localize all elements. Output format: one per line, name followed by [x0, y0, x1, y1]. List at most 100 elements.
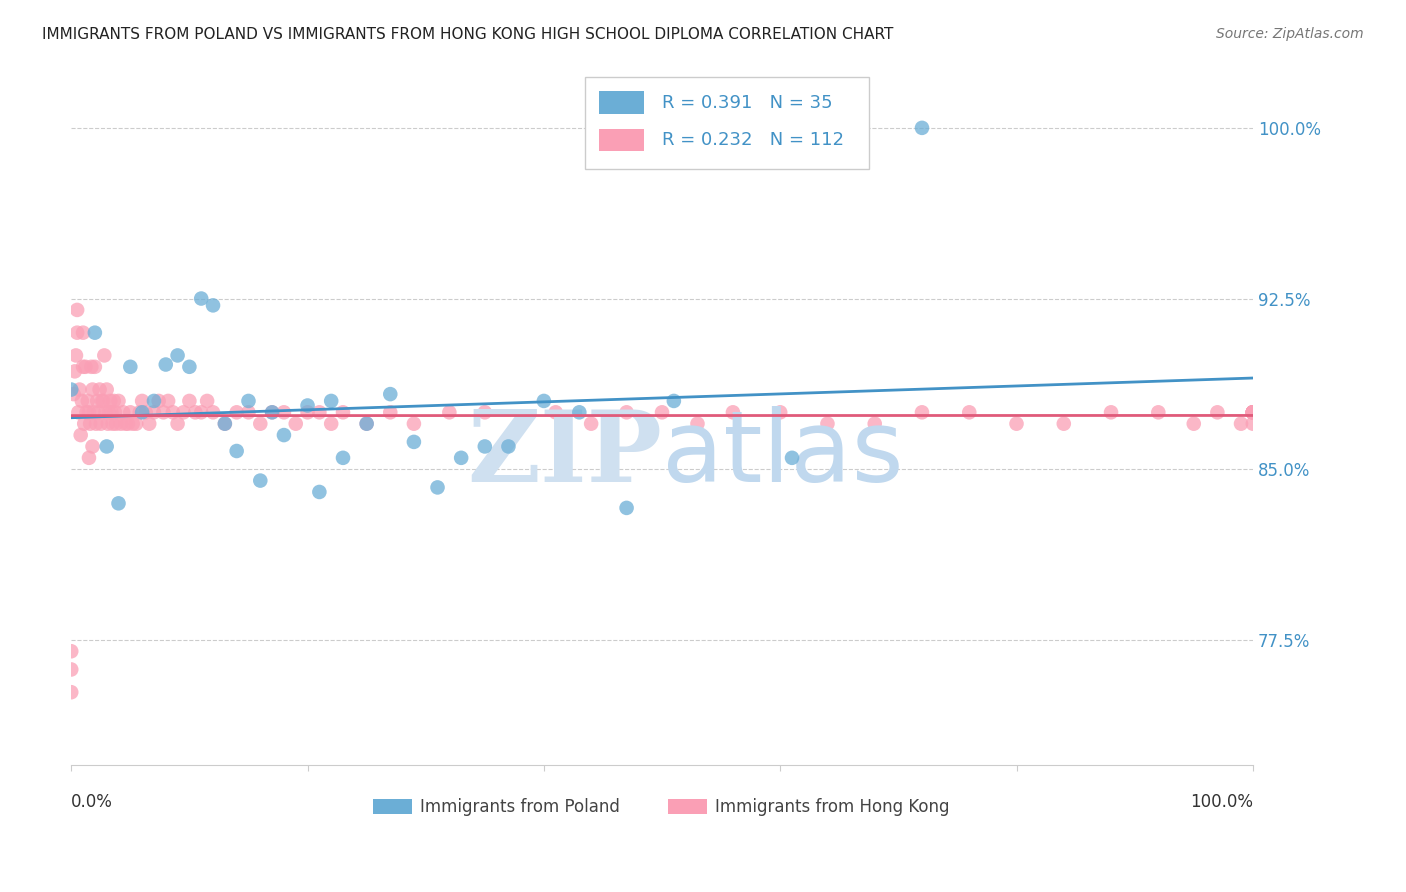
- Text: R = 0.391   N = 35: R = 0.391 N = 35: [662, 94, 832, 112]
- Point: [249, 417, 271, 431]
- Point: [77, 450, 100, 465]
- Point: [1241, 405, 1264, 419]
- Point: [238, 393, 260, 408]
- Point: [273, 405, 295, 419]
- Point: [780, 450, 803, 465]
- Point: [138, 417, 160, 431]
- Point: [402, 417, 425, 431]
- Point: [82, 440, 104, 454]
- Point: [297, 399, 319, 413]
- Text: ZIP: ZIP: [467, 406, 662, 503]
- Point: [69, 428, 91, 442]
- Point: [173, 405, 195, 419]
- Point: [66, 302, 89, 317]
- Point: [911, 405, 934, 419]
- Point: [96, 440, 118, 454]
- Point: [662, 393, 685, 408]
- Text: Immigrants from Hong Kong: Immigrants from Hong Kong: [716, 797, 949, 815]
- Point: [957, 405, 980, 419]
- Point: [72, 326, 94, 340]
- Point: [152, 405, 174, 419]
- Point: [69, 383, 91, 397]
- Point: [184, 405, 207, 419]
- Point: [225, 405, 247, 419]
- Point: [380, 387, 402, 401]
- Point: [533, 393, 555, 408]
- Point: [77, 405, 100, 419]
- Point: [66, 326, 89, 340]
- Point: [356, 417, 378, 431]
- Point: [98, 393, 121, 408]
- Point: [179, 393, 201, 408]
- Point: [238, 405, 260, 419]
- Point: [96, 383, 118, 397]
- Text: 0.0%: 0.0%: [72, 793, 112, 811]
- Point: [863, 417, 886, 431]
- Point: [249, 474, 271, 488]
- Point: [84, 417, 107, 431]
- Point: [426, 480, 449, 494]
- Point: [402, 434, 425, 449]
- Point: [142, 393, 165, 408]
- Point: [356, 417, 378, 431]
- Point: [544, 405, 567, 419]
- Point: [911, 120, 934, 135]
- Point: [332, 405, 354, 419]
- Text: 100.0%: 100.0%: [1189, 793, 1253, 811]
- Point: [148, 393, 170, 408]
- Point: [769, 405, 792, 419]
- Text: R = 0.232   N = 112: R = 0.232 N = 112: [662, 131, 844, 149]
- Point: [1241, 405, 1264, 419]
- FancyBboxPatch shape: [585, 78, 869, 169]
- Point: [1005, 417, 1028, 431]
- Point: [94, 405, 117, 419]
- Point: [114, 417, 136, 431]
- Point: [76, 393, 98, 408]
- Point: [321, 417, 343, 431]
- Point: [166, 417, 188, 431]
- Point: [76, 405, 98, 419]
- Point: [568, 405, 591, 419]
- Text: IMMIGRANTS FROM POLAND VS IMMIGRANTS FROM HONG KONG HIGH SCHOOL DIPLOMA CORRELAT: IMMIGRANTS FROM POLAND VS IMMIGRANTS FRO…: [42, 27, 894, 42]
- Point: [262, 405, 284, 419]
- Point: [651, 405, 673, 419]
- Point: [93, 348, 115, 362]
- Point: [162, 405, 184, 419]
- Point: [82, 383, 104, 397]
- Point: [616, 500, 638, 515]
- Point: [1241, 405, 1264, 419]
- Point: [120, 405, 142, 419]
- Point: [498, 440, 520, 454]
- Point: [83, 405, 105, 419]
- Point: [107, 496, 129, 510]
- Point: [273, 428, 295, 442]
- Text: Source: ZipAtlas.com: Source: ZipAtlas.com: [1216, 27, 1364, 41]
- Point: [91, 393, 114, 408]
- Point: [225, 444, 247, 458]
- Point: [79, 417, 101, 431]
- Point: [110, 417, 132, 431]
- Point: [190, 405, 212, 419]
- Bar: [373, 799, 412, 814]
- Point: [616, 405, 638, 419]
- Point: [1053, 417, 1076, 431]
- Point: [121, 417, 143, 431]
- Point: [1241, 417, 1264, 431]
- Point: [107, 393, 129, 408]
- Point: [101, 417, 124, 431]
- Point: [125, 417, 148, 431]
- Point: [308, 405, 330, 419]
- Point: [157, 393, 180, 408]
- Point: [579, 417, 602, 431]
- Point: [190, 292, 212, 306]
- Point: [321, 393, 343, 408]
- Point: [63, 364, 86, 378]
- Point: [166, 348, 188, 362]
- Point: [474, 405, 496, 419]
- Point: [131, 405, 153, 419]
- Point: [100, 405, 122, 419]
- Point: [214, 417, 236, 431]
- Point: [474, 440, 496, 454]
- Point: [103, 393, 125, 408]
- Point: [284, 417, 307, 431]
